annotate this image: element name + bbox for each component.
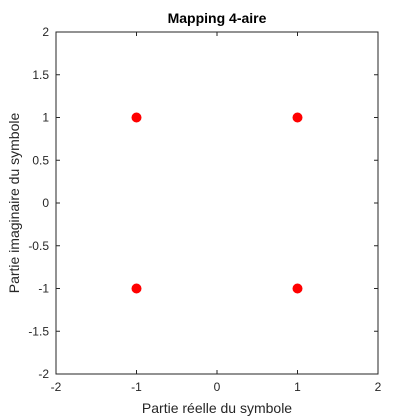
plot-area — [55, 31, 379, 375]
data-points — [131, 112, 303, 294]
x-tick-label: 1 — [294, 380, 301, 394]
data-point — [131, 283, 142, 294]
x-axis-label: Partie réelle du symbole — [142, 400, 292, 416]
y-tick-label: 2 — [42, 25, 49, 39]
x-tick-label: -1 — [131, 380, 142, 394]
y-tick-label: 0.5 — [32, 153, 49, 167]
data-point — [131, 112, 142, 123]
chart-title: Mapping 4-aire — [168, 10, 267, 26]
y-axis-label: Partie imaginaire du symbole — [6, 113, 22, 294]
y-tick-label: 0 — [42, 196, 49, 210]
y-tick-label: -1 — [38, 282, 49, 296]
data-point — [292, 112, 303, 123]
x-tick-label: 2 — [375, 380, 382, 394]
y-tick-label: 1.5 — [32, 68, 49, 82]
y-tick-label: -1.5 — [28, 324, 49, 338]
y-tick-label: 1 — [42, 111, 49, 125]
x-tick-label: 0 — [214, 380, 221, 394]
y-tick-label: -0.5 — [28, 239, 49, 253]
x-axis-ticks: -2 -1 0 1 2 — [51, 32, 382, 394]
data-point — [292, 283, 303, 294]
y-tick-label: -2 — [38, 367, 49, 381]
y-axis-ticks: 2 1.5 1 0.5 0 -0.5 -1 -1.5 -2 — [28, 25, 378, 381]
x-tick-label: -2 — [51, 380, 62, 394]
